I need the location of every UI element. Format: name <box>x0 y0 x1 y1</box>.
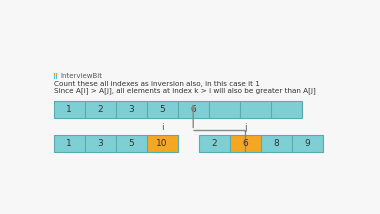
Text: 6: 6 <box>242 139 248 148</box>
Text: 9: 9 <box>304 139 310 148</box>
Text: 3: 3 <box>97 139 103 148</box>
Bar <box>291 135 323 152</box>
Text: j: j <box>244 123 247 132</box>
Text: i: i <box>161 123 163 132</box>
Bar <box>147 101 178 118</box>
Bar <box>85 135 116 152</box>
Bar <box>199 135 230 152</box>
Bar <box>261 135 291 152</box>
Text: Since A[i] > A[j], all elements at index k > i will also be greater than A[j]: Since A[i] > A[j], all elements at index… <box>54 87 315 94</box>
Bar <box>147 135 178 152</box>
Text: 6: 6 <box>190 105 196 114</box>
Bar <box>54 75 55 77</box>
Bar <box>55 75 57 77</box>
Bar <box>178 101 209 118</box>
Text: 8: 8 <box>273 139 279 148</box>
Bar <box>54 101 85 118</box>
Text: 1: 1 <box>66 105 72 114</box>
Text: 2: 2 <box>211 139 217 148</box>
Text: 2: 2 <box>97 105 103 114</box>
Bar <box>54 77 55 79</box>
Text: Count these all indexes as inversion also, in this case it 1: Count these all indexes as inversion als… <box>54 81 260 87</box>
Text: 3: 3 <box>128 105 134 114</box>
Bar <box>230 135 261 152</box>
Text: 5: 5 <box>159 105 165 114</box>
Bar <box>54 135 85 152</box>
Text: InterviewBit: InterviewBit <box>60 73 102 79</box>
Bar <box>271 101 302 118</box>
Bar <box>116 135 147 152</box>
Bar <box>209 101 240 118</box>
Bar <box>54 73 55 75</box>
Bar <box>55 77 57 79</box>
Text: 1: 1 <box>66 139 72 148</box>
Bar <box>85 101 116 118</box>
Text: 10: 10 <box>157 139 168 148</box>
Text: 5: 5 <box>128 139 134 148</box>
Bar <box>116 101 147 118</box>
Bar <box>55 73 57 75</box>
Bar <box>240 101 271 118</box>
